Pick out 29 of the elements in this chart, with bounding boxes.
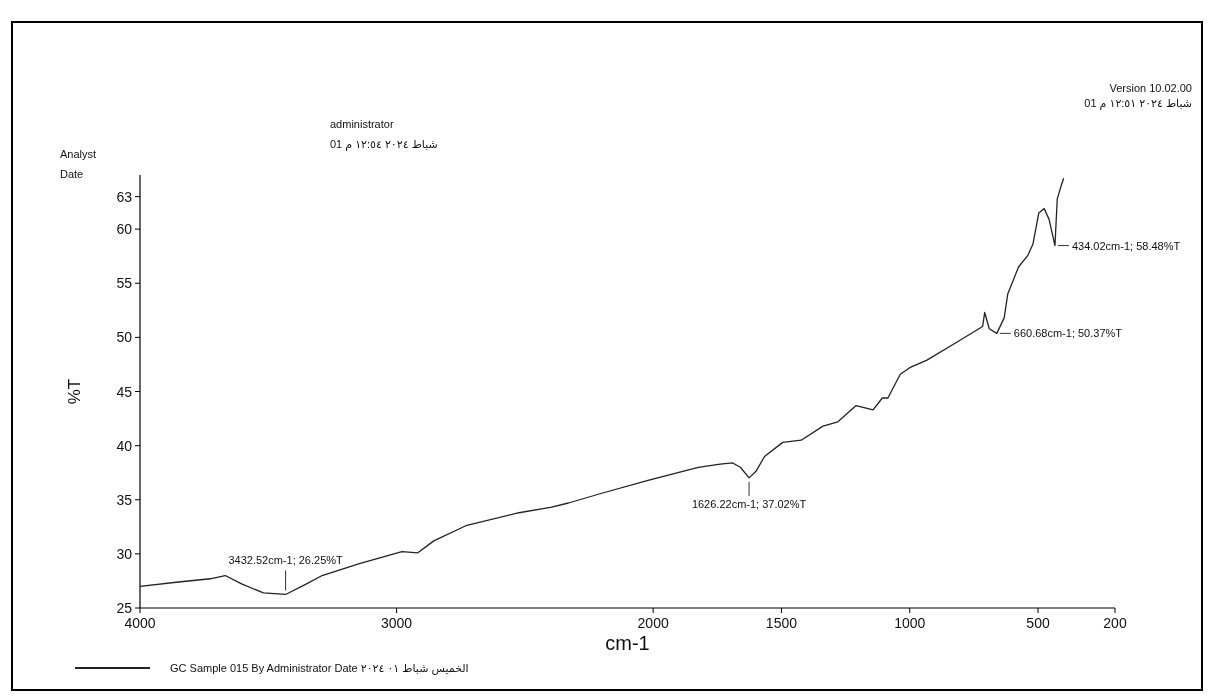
y-tick-label: 25: [116, 600, 133, 616]
text: Analyst: [60, 148, 97, 160]
text: administrator: [330, 118, 394, 130]
x-axis-title: cm-1: [605, 632, 650, 654]
y-tick-label: 50: [116, 329, 133, 346]
y-tick-label: 35: [116, 491, 133, 508]
y-tick-label: 63: [116, 188, 133, 205]
y-tick-label: 60: [116, 221, 133, 238]
annotation: 660.68cm-1; 50.37%T: [1013, 327, 1123, 340]
x-tick-label: 2000: [637, 615, 669, 631]
y-tick-label: 45: [116, 383, 133, 400]
y-tick-label: 55: [116, 275, 133, 292]
y-axis-title: %T: [65, 378, 84, 405]
annotation: 434.02cm-1; 58.48%T: [1071, 239, 1181, 252]
x-tick-label: 200: [1103, 615, 1127, 631]
x-tick-label: 1000: [894, 615, 926, 631]
text: شباط ٢٠٢٤ ١٢:٥٤ م 01: [330, 138, 438, 151]
x-tick-label: 1500: [765, 615, 798, 631]
x-tick-label: 3000: [381, 615, 413, 631]
text: شباط ٢٠٢٤ ١٢:٥١ م 01: [1084, 97, 1192, 110]
y-tick-label: 30: [116, 545, 133, 562]
annotation: 3432.52cm-1; 26.25%T: [228, 554, 344, 567]
text: Version 10.02.00: [1109, 82, 1192, 94]
text: Date: [60, 168, 84, 180]
x-tick-label: 500: [1026, 615, 1050, 631]
annotation: 1626.22cm-1; 37.02%T: [691, 497, 807, 510]
legend: GC Sample 015 By Administrator Date الخميس شباط ٠١ ٢٠٢٤: [74, 662, 469, 674]
x-tick-label: 4000: [124, 615, 156, 631]
y-tick-label: 40: [116, 437, 133, 454]
